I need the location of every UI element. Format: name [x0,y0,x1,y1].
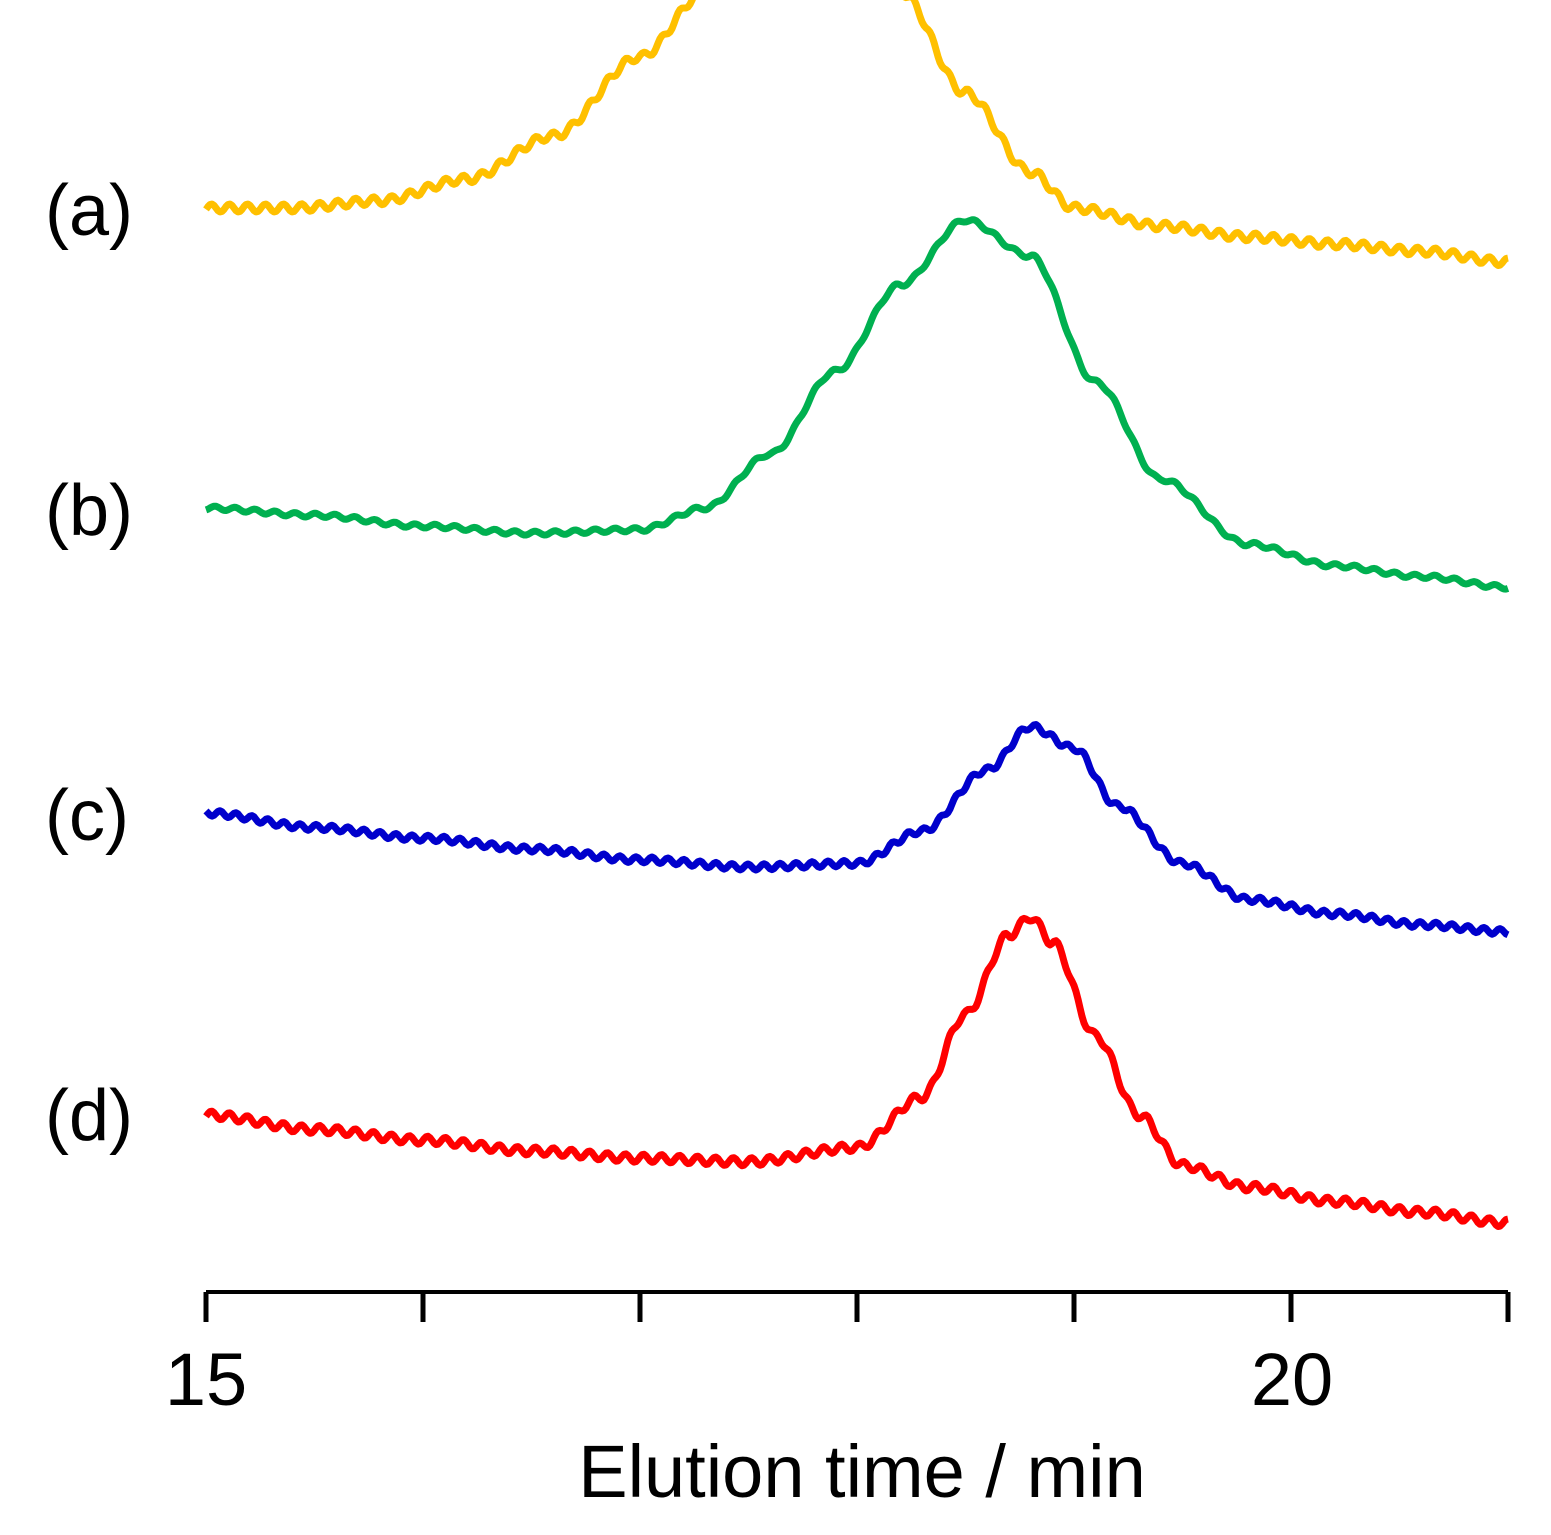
trace-labels: (a) (b) (c) (d) [45,171,133,1156]
x-axis-title: Elution time / min [578,1430,1146,1513]
trace-line-d [203,914,1510,1230]
trace-label-c: (c) [45,776,129,856]
trace-line-a [203,0,1510,269]
trace-label-a: (a) [45,171,133,251]
x-tick-label-15: 15 [165,1338,247,1421]
trace-label-d: (d) [45,1076,133,1156]
trace-label-b: (b) [45,471,133,551]
x-tick-label-20: 20 [1251,1338,1333,1421]
x-axis: 15 20 Elution time / min [165,1290,1511,1513]
traces [203,0,1510,1230]
x-axis-ticks [203,1292,1511,1322]
trace-line-c [203,721,1510,938]
trace-line-b [204,216,1510,593]
